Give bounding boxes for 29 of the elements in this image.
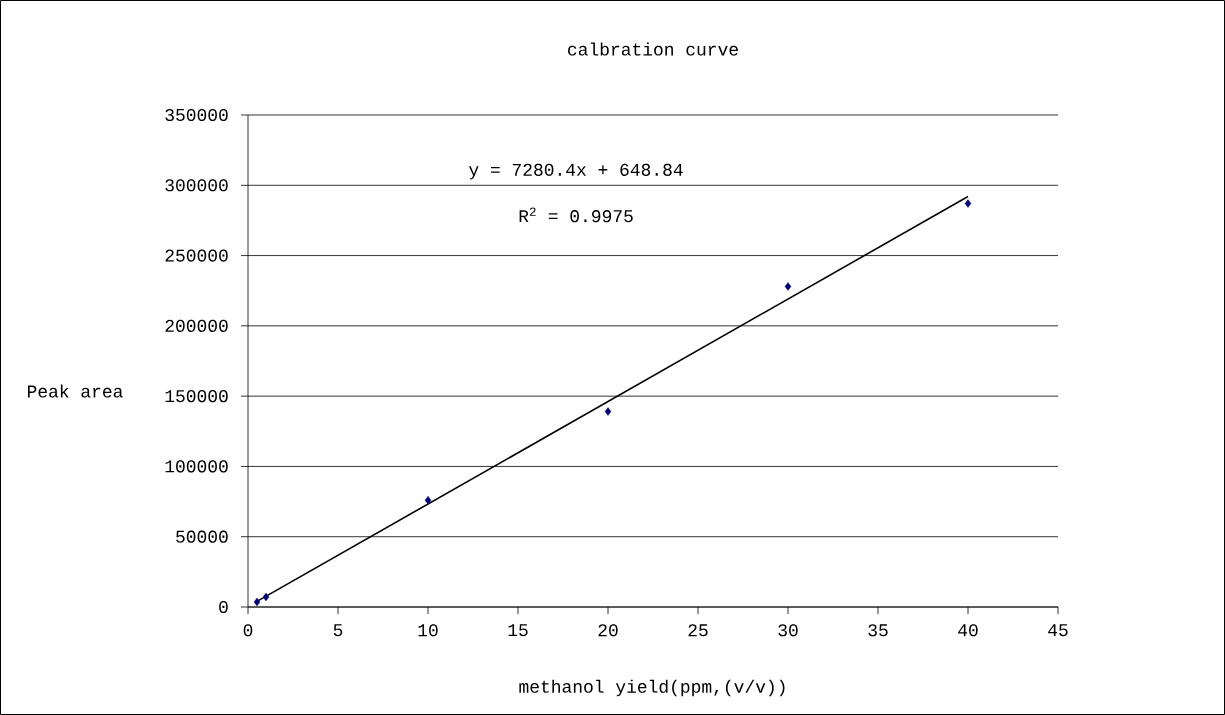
x-tick-label: 20 <box>598 624 618 637</box>
x-tick-label: 5 <box>333 624 343 637</box>
y-axis-title: Peak area <box>27 384 123 398</box>
x-tick-label: 25 <box>688 624 708 637</box>
x-tick-label: 45 <box>1048 624 1068 637</box>
x-axis-title: methanol yield(ppm,(v/v)) <box>519 679 785 697</box>
y-tick-label: 250000 <box>165 249 228 262</box>
x-tick-label: 0 <box>243 624 253 637</box>
point <box>784 282 792 291</box>
point <box>964 199 972 208</box>
x-tick-label: 15 <box>508 624 528 637</box>
x-tick-label: 10 <box>418 624 438 637</box>
annotation: y = 7280.4x + 648.84 <box>469 163 683 180</box>
y-tick-label: 100000 <box>165 460 228 473</box>
y-tick-label: 350000 <box>165 108 228 122</box>
y-tick-label: 0 <box>219 600 228 614</box>
y-tick-label: 200000 <box>165 319 228 332</box>
y-tick-label: 300000 <box>165 179 228 192</box>
point <box>604 407 612 416</box>
point <box>424 495 432 505</box>
x-tick-label: 35 <box>868 624 888 637</box>
point <box>253 597 261 607</box>
point <box>262 592 270 602</box>
y-tick-label: 150000 <box>165 390 228 403</box>
x-tick-label: 40 <box>958 624 978 637</box>
annotation: R$^{2}$ = 0.9975 <box>519 207 633 223</box>
x-tick-label: 30 <box>778 624 798 637</box>
chart-title: calbration curve <box>568 42 738 56</box>
y-tick-label: 50000 <box>176 530 228 543</box>
